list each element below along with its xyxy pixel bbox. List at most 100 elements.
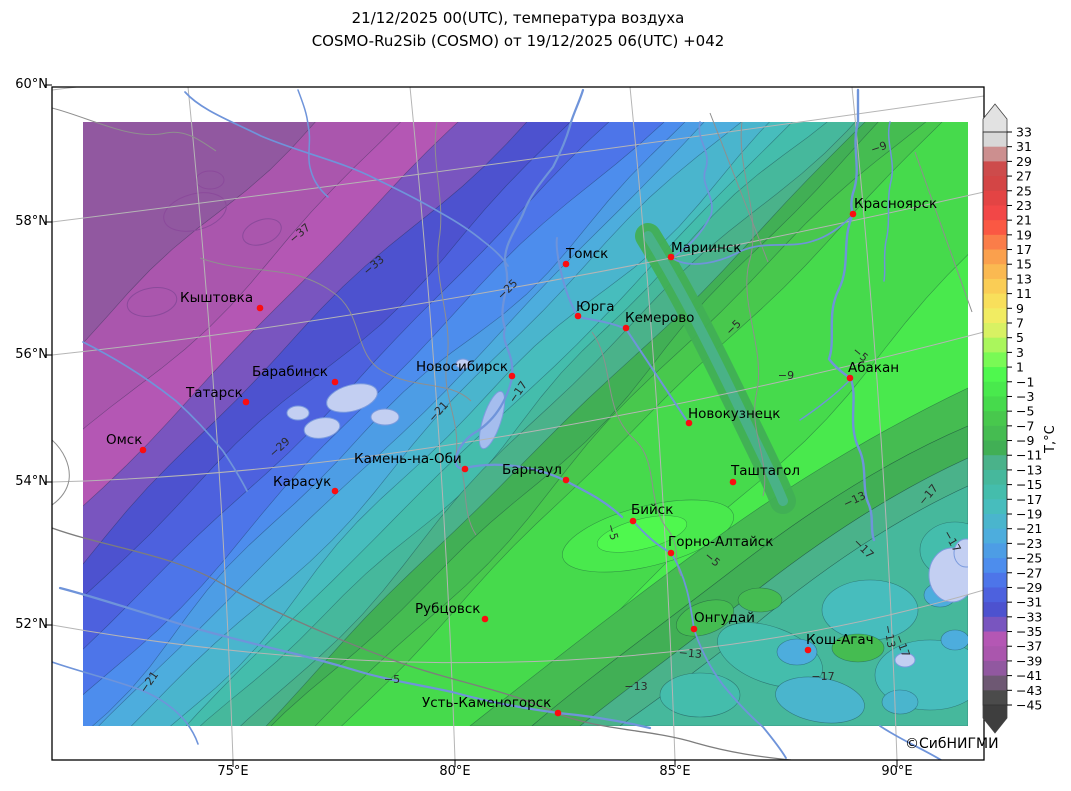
colorbar-tick-label: 25 <box>1016 183 1032 198</box>
colorbar-tick-label: −31 <box>1016 595 1042 610</box>
city-label: Омск <box>106 432 143 448</box>
x-axis-tick-label: 80°E <box>439 764 471 779</box>
colorbar-band <box>983 675 1007 691</box>
colorbar-band <box>983 308 1007 324</box>
colorbar-tick-label: 3 <box>1016 345 1024 360</box>
colorbar-tick-label: −37 <box>1016 639 1042 654</box>
colorbar-tick-label: −9 <box>1016 433 1034 448</box>
city-dot <box>622 324 630 332</box>
city-label: Бийск <box>631 502 674 518</box>
title-line-2: COSMO-Ru2Sib (COSMO) от 19/12/2025 06(UT… <box>311 32 725 51</box>
city-label: Кош-Агач <box>806 632 874 648</box>
lake <box>894 652 916 668</box>
colorbar-band <box>983 352 1007 368</box>
city-label: Новосибирск <box>416 359 509 375</box>
city-label: Рубцовск <box>415 601 481 617</box>
colorbar-tick-label: 5 <box>1016 330 1024 345</box>
colorbar-tick-label: −13 <box>1016 462 1042 477</box>
city-dot <box>846 374 854 382</box>
colorbar-band <box>983 411 1007 427</box>
colorbar-band <box>983 278 1007 295</box>
lakes <box>286 358 968 668</box>
y-axis-tick-label: 58°N <box>15 214 48 229</box>
contour-label: −13 <box>678 646 702 661</box>
page-title: 21/12/2025 00(UTC), температура воздуха … <box>312 7 725 54</box>
river <box>82 341 248 492</box>
colorbar-band <box>983 220 1007 236</box>
city-dot <box>139 446 147 454</box>
colorbar-title: Т,°С <box>1043 425 1058 453</box>
city-label: Кемерово <box>625 310 695 326</box>
colorbar: 33312927252321191715131197531−1−3−5−7−9−… <box>982 103 1042 734</box>
city-dot <box>849 210 857 218</box>
colorbar-tick-label: −27 <box>1016 565 1042 580</box>
city-label: Красноярск <box>854 196 938 212</box>
colorbar-tick-label: −29 <box>1016 580 1042 595</box>
city-label: Мариинск <box>671 240 742 256</box>
river <box>52 661 199 745</box>
x-axis-tick-label: 85°E <box>659 764 691 779</box>
contour-label: −13 <box>881 624 898 649</box>
city-dot <box>508 372 516 380</box>
colorbar-band <box>983 367 1007 383</box>
city-dot <box>331 487 339 495</box>
colorbar-tick-label: −7 <box>1016 418 1034 433</box>
colorbar-band <box>983 337 1007 353</box>
city-label: Усть-Каменогорск <box>422 695 552 711</box>
colorbar-band <box>983 323 1007 339</box>
colorbar-band <box>983 425 1007 442</box>
colorbar-tick-label: −5 <box>1016 404 1034 419</box>
contour-label: −9 <box>869 139 888 156</box>
colorbar-band <box>983 249 1007 265</box>
city-label: Камень-на-Оби <box>354 451 462 467</box>
colorbar-band <box>983 572 1007 588</box>
colorbar-tick-label: −17 <box>1016 492 1042 507</box>
colorbar-above-arrow <box>982 103 1008 133</box>
city-label: Юрга <box>576 299 615 315</box>
colorbar-tick-label: −33 <box>1016 609 1042 624</box>
colorbar-tick-label: 33 <box>1016 125 1032 140</box>
city-dot <box>256 304 264 312</box>
river <box>799 378 852 421</box>
colorbar-tick-label: 13 <box>1016 271 1032 286</box>
colorbar-band <box>983 543 1007 559</box>
colorbar-band <box>983 558 1007 574</box>
colorbar-tick-label: 7 <box>1016 316 1024 331</box>
city-label: Абакан <box>848 360 900 376</box>
colorbar-band <box>983 616 1007 633</box>
city-dot <box>629 517 637 525</box>
city-label: Карасук <box>273 474 332 490</box>
colorbar-band <box>983 499 1007 515</box>
city-dot <box>667 549 675 557</box>
contour-label: −13 <box>624 680 647 693</box>
country-border <box>52 527 792 760</box>
copyright-credit: ©СибНИГМИ <box>905 736 999 752</box>
city-dot <box>461 465 469 473</box>
colorbar-band <box>983 161 1007 177</box>
lake <box>953 538 968 568</box>
colorbar-tick-label: −15 <box>1016 477 1042 492</box>
colorbar-band <box>983 190 1007 206</box>
colorbar-band <box>983 132 1007 148</box>
x-axis-tick-label: 90°E <box>881 764 913 779</box>
city-dot <box>667 253 675 261</box>
colorbar-band <box>983 587 1007 603</box>
colorbar-tick-label: −19 <box>1016 507 1042 522</box>
lake <box>370 408 400 426</box>
contour-label: −5 <box>604 523 621 542</box>
colorbar-tick-label: 11 <box>1016 286 1032 301</box>
colorbar-band <box>983 455 1007 471</box>
city-label: Томск <box>566 246 609 262</box>
colorbar-tick-label: −35 <box>1016 624 1042 639</box>
colorbar-tick-label: −41 <box>1016 668 1042 683</box>
city-label: Онгудай <box>694 610 755 626</box>
city-dot <box>554 709 562 717</box>
river <box>879 725 942 760</box>
colorbar-band <box>983 469 1007 486</box>
colorbar-band <box>983 646 1007 662</box>
city-dot <box>481 615 489 623</box>
colorbar-tick-label: −25 <box>1016 551 1042 566</box>
title-line-1: 21/12/2025 00(UTC), температура воздуха <box>351 9 685 27</box>
